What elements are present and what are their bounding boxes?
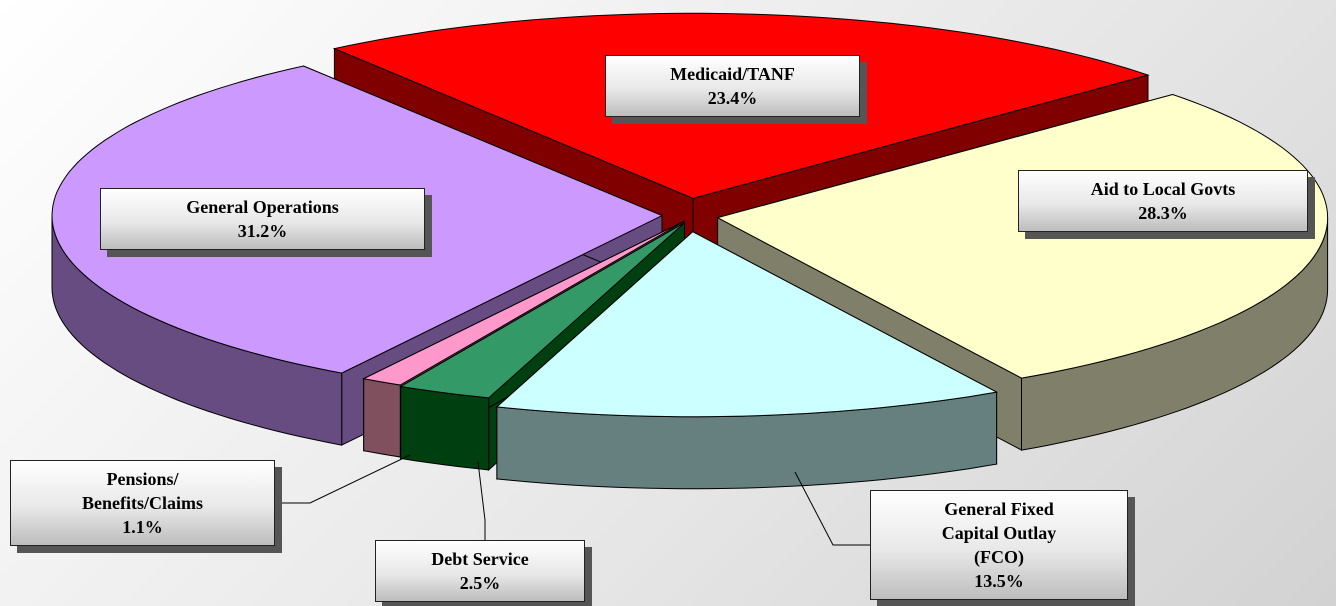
label-value: 31.2%	[237, 221, 288, 241]
label-value: 28.3%	[1138, 203, 1188, 223]
label-name: General Operations	[186, 197, 339, 217]
label-value: 1.1%	[122, 517, 163, 537]
leader-line	[794, 471, 870, 546]
leader-line	[477, 461, 486, 540]
slice	[399, 222, 685, 399]
label-value: 13.5%	[974, 571, 1024, 591]
slice	[495, 231, 999, 418]
label-value: 2.5%	[459, 573, 501, 593]
label-name: Aid to Local Govts	[1090, 179, 1236, 199]
slice-wall	[363, 378, 401, 458]
leader-line	[275, 454, 411, 504]
label-name: Pensions/ Benefits/Claims	[82, 469, 203, 513]
data-label: Debt Service 2.5%	[375, 540, 585, 602]
slice-wall	[400, 385, 490, 471]
label-name: Debt Service	[431, 549, 529, 569]
slice	[716, 93, 1329, 379]
data-label: General Fixed Capital Outlay (FCO) 13.5%	[870, 490, 1128, 600]
data-label: General Operations 31.2%	[100, 188, 425, 250]
slice	[362, 220, 685, 386]
data-label: Aid to Local Govts 28.3%	[1018, 170, 1308, 232]
label-value: 23.4%	[707, 88, 758, 108]
label-name: General Fixed Capital Outlay (FCO)	[941, 499, 1057, 567]
data-label: Medicaid/TANF 23.4%	[605, 55, 860, 117]
label-name: Medicaid/TANF	[670, 64, 795, 84]
data-label: Pensions/ Benefits/Claims 1.1%	[10, 460, 275, 546]
